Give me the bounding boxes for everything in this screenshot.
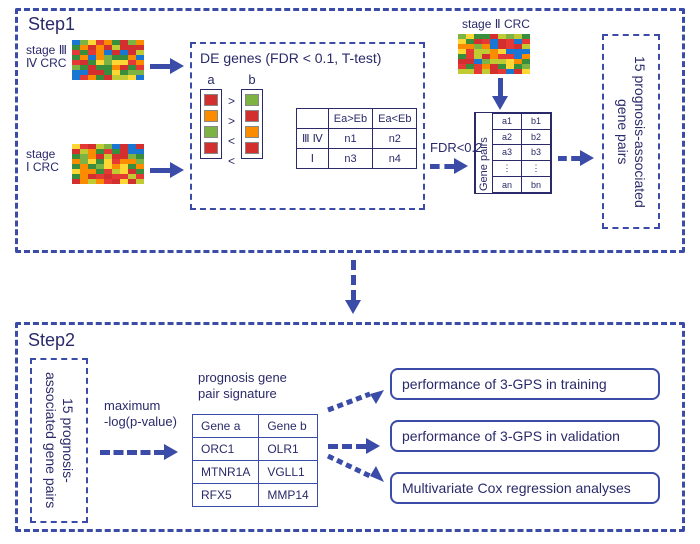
col-a-label: a <box>207 72 214 87</box>
ab-columns: a >><< b <box>200 72 263 168</box>
result-training: performance of 3-GPS in training <box>390 368 660 400</box>
cmp-col: >><< <box>228 72 235 168</box>
signature-table: Gene aGene bORC1OLR1MTNR1AVGLL1RFX5MMP14 <box>192 414 318 507</box>
arrow-to-r1 <box>326 390 386 419</box>
grid-col1: Ea>Eb <box>328 109 372 129</box>
grid-c22: n4 <box>373 149 417 169</box>
step2-label: Step2 <box>28 330 75 351</box>
vbox-15-step2-text: 15 prognosis-associated gene pairs <box>42 366 76 515</box>
gene-pairs-title: Gene pairs <box>475 113 492 193</box>
heatmap-stage2 <box>458 34 530 74</box>
heatmap-stage34 <box>72 40 144 80</box>
max-label: maximum -log(p-value) <box>104 398 177 429</box>
vbox-15-text: 15 prognosis-associated gene pairs <box>614 42 648 221</box>
result-validation: performance of 3-GPS in validation <box>390 420 660 452</box>
grid-col2: Ea<Eb <box>373 109 417 129</box>
sig-t2: pair signature <box>198 386 277 401</box>
max-l2: -log(p-value) <box>104 414 177 429</box>
arrow-de-to-gp <box>430 158 468 174</box>
hm1-label-l2: Ⅳ CRC <box>26 56 66 70</box>
hm2-label-l2: Ⅰ CRC <box>26 160 59 174</box>
arrow-gp-to-15box <box>558 150 594 166</box>
col-a <box>200 89 222 159</box>
hm1-label-l1: stage Ⅲ <box>26 43 67 57</box>
hm1-label: stage Ⅲ Ⅳ CRC <box>26 44 67 70</box>
col-b <box>241 89 263 159</box>
grid-row1: Ⅲ Ⅳ <box>297 129 329 149</box>
sig-t1: prognosis gene <box>198 370 287 385</box>
grid-row2: Ⅰ <box>297 149 329 169</box>
step1-label: Step1 <box>28 14 75 35</box>
max-l1: maximum <box>104 398 160 413</box>
grid-c11: n1 <box>328 129 372 149</box>
arrow-stage2-down <box>492 78 508 110</box>
sig-title: prognosis gene pair signature <box>198 370 287 401</box>
vbox-15-step1: 15 prognosis-associated gene pairs <box>602 34 660 229</box>
de-title: DE genes (FDR < 0.1, T-test) <box>200 50 419 66</box>
gene-pairs-box: Gene pairs a1b1a2b2a3b3⋮⋮anbn <box>474 112 552 194</box>
hm2-label-l1: stage <box>26 147 55 161</box>
hm3-label: stage Ⅱ CRC <box>456 18 536 31</box>
vbox-15-step2: 15 prognosis-associated gene pairs <box>30 358 88 523</box>
arrow-to-r2 <box>328 438 380 454</box>
arrow-hm1-to-de <box>150 58 184 74</box>
result-cox: Multivariate Cox regression analyses <box>390 472 660 504</box>
heatmap-stage1 <box>72 144 144 184</box>
grid-c21: n3 <box>328 149 372 169</box>
arrow-15-to-sig <box>100 444 178 460</box>
grid-c12: n2 <box>373 129 417 149</box>
arrow-hm2-to-de <box>150 162 184 178</box>
gene-pairs-table: a1b1a2b2a3b3⋮⋮anbn <box>492 113 551 193</box>
hm2-label: stage Ⅰ CRC <box>26 148 59 174</box>
arrow-to-r3 <box>326 454 386 489</box>
contingency-table: Ea>Eb Ea<Eb Ⅲ Ⅳ n1 n2 Ⅰ n3 n4 <box>296 108 417 169</box>
col-b-label: b <box>248 72 255 87</box>
arrow-step1-to-step2 <box>345 260 361 314</box>
